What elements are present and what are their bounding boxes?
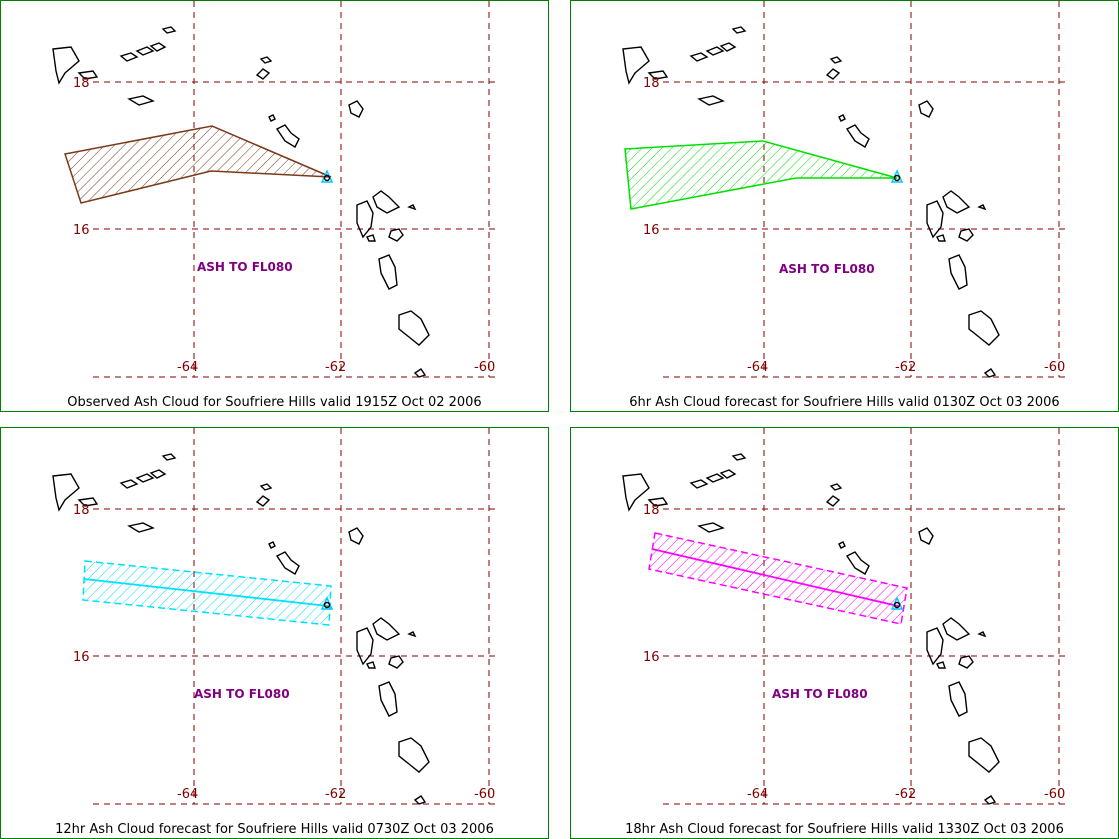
lon-label-64: -64 (177, 360, 198, 375)
lat-labels: 18 16 (73, 76, 90, 238)
ash-annotation: ASH TO FL080 (194, 687, 290, 701)
ash-cloud-polygon (64, 125, 332, 204)
panel-caption: 6hr Ash Cloud forecast for Soufriere Hil… (629, 395, 1060, 410)
grid-lines (93, 428, 498, 805)
grid-lines (663, 1, 1068, 378)
lon-labels: -64 -62 -60 (177, 360, 495, 375)
lon-label-60: -60 (474, 787, 495, 802)
lon-labels: -64 -62 -60 (747, 787, 1065, 802)
ash-cloud-polygon (624, 140, 898, 210)
map-panel-12hr: 18 16 -64 -62 -60 ASH TO FL080 12hr Ash … (0, 427, 549, 839)
map-panel-6hr: 18 16 -64 -62 -60 ASH TO FL080 6hr Ash C… (570, 0, 1119, 412)
grid-lines (93, 1, 498, 378)
lat-label-18: 18 (643, 76, 660, 91)
ash-annotation: ASH TO FL080 (197, 260, 293, 274)
lat-label-16: 16 (643, 650, 660, 665)
lon-label-60: -60 (1044, 360, 1065, 375)
lat-labels: 18 16 (643, 503, 660, 665)
ash-cloud-axis (83, 578, 329, 607)
map-svg-observed: 18 16 -64 -62 -60 ASH TO FL080 (52, 1, 498, 378)
lon-label-64: -64 (747, 787, 768, 802)
lon-label-62: -62 (325, 360, 346, 375)
lat-label-16: 16 (73, 650, 90, 665)
ash-cloud-axis (651, 548, 899, 607)
lat-label-16: 16 (73, 223, 90, 238)
panel-caption: Observed Ash Cloud for Soufriere Hills v… (67, 395, 482, 410)
map-panel-observed: 18 16 -64 -62 -60 ASH TO FL080 Observed … (0, 0, 549, 412)
lat-label-18: 18 (73, 76, 90, 91)
lon-label-60: -60 (474, 360, 495, 375)
lat-label-16: 16 (643, 223, 660, 238)
coastlines (622, 453, 1000, 805)
volcano-icon (890, 596, 904, 610)
lat-labels: 18 16 (643, 76, 660, 238)
coastlines (622, 26, 1000, 378)
lon-label-62: -62 (895, 360, 916, 375)
map-svg-12hr: 18 16 -64 -62 -60 ASH TO FL080 (52, 428, 498, 805)
ash-annotation: ASH TO FL080 (772, 687, 868, 701)
lon-label-60: -60 (1044, 787, 1065, 802)
lon-label-64: -64 (177, 787, 198, 802)
lat-label-18: 18 (643, 503, 660, 518)
lon-label-62: -62 (325, 787, 346, 802)
panel-caption: 18hr Ash Cloud forecast for Soufriere Hi… (625, 822, 1064, 837)
lat-label-18: 18 (73, 503, 90, 518)
lon-label-62: -62 (895, 787, 916, 802)
lat-labels: 18 16 (73, 503, 90, 665)
coastlines (52, 453, 430, 805)
map-panel-18hr: 18 16 -64 -62 -60 ASH TO FL080 18hr Ash … (570, 427, 1119, 839)
map-svg-6hr: 18 16 -64 -62 -60 ASH TO FL080 (622, 1, 1068, 378)
ash-annotation: ASH TO FL080 (779, 262, 875, 276)
coastlines (52, 26, 430, 378)
grid-lines (663, 428, 1068, 805)
map-svg-18hr: 18 16 -64 -62 -60 ASH TO FL080 (622, 428, 1068, 805)
volcano-icon (890, 169, 904, 183)
panel-caption: 12hr Ash Cloud forecast for Soufriere Hi… (55, 822, 494, 837)
volcano-icon (320, 596, 334, 610)
lon-labels: -64 -62 -60 (177, 787, 495, 802)
lon-label-64: -64 (747, 360, 768, 375)
lon-labels: -64 -62 -60 (747, 360, 1065, 375)
volcano-icon (320, 169, 334, 183)
